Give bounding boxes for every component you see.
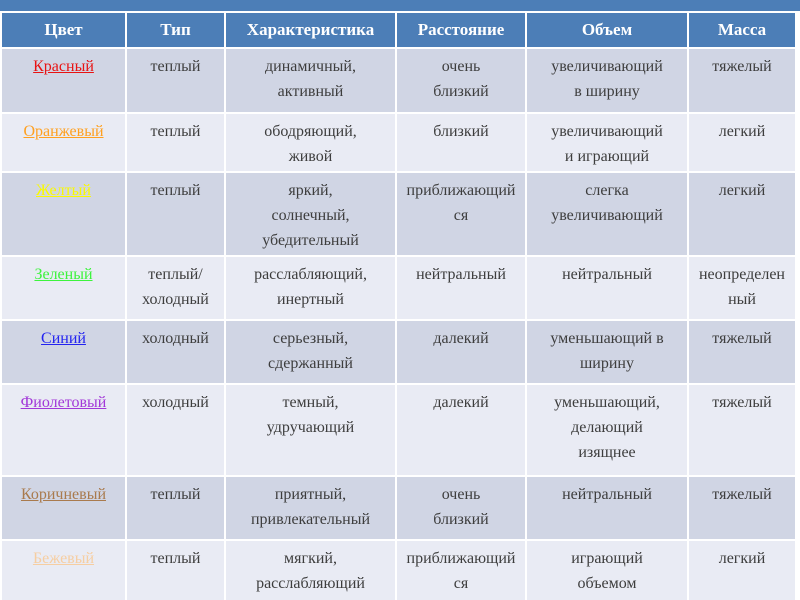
table-row-yellow: Желтый теплый яркий, солнечный, убедител… [2, 173, 795, 255]
header-row: Цвет Тип Характеристика Расстояние Объем… [2, 13, 795, 47]
column-header-characteristic: Характеристика [226, 13, 395, 47]
color-link-beige[interactable]: Бежевый [32, 550, 95, 567]
distance-cell: нейтральный [397, 257, 525, 319]
distance-cell: очень близкий [397, 477, 525, 539]
column-header-distance: Расстояние [397, 13, 525, 47]
type-cell: теплый [127, 477, 224, 539]
type-cell: холодный [127, 321, 224, 383]
color-link-red[interactable]: Красный [33, 58, 94, 75]
mass-cell: легкий [689, 173, 795, 255]
volume-cell: слегка увеличивающий [527, 173, 687, 255]
type-cell: теплый [127, 49, 224, 112]
type-cell: теплый [127, 114, 224, 171]
color-name-cell: Бежевый [2, 541, 125, 600]
distance-cell: далекий [397, 321, 525, 383]
color-link-violet[interactable]: Фиолетовый [20, 394, 107, 411]
characteristic-cell: темный, удручающий [226, 385, 395, 475]
table-row-red: Красный теплый динамичный, активный очен… [2, 49, 795, 112]
characteristic-cell: яркий, солнечный, убедительный [226, 173, 395, 255]
mass-cell: легкий [689, 541, 795, 600]
type-cell: теплый [127, 541, 224, 600]
characteristic-cell: ободряющий, живой [226, 114, 395, 171]
mass-cell: тяжелый [689, 321, 795, 383]
characteristic-cell: динамичный, активный [226, 49, 395, 112]
color-name-cell: Оранжевый [2, 114, 125, 171]
characteristic-cell: приятный, привлекательный [226, 477, 395, 539]
characteristic-cell: серьезный, сдержанный [226, 321, 395, 383]
color-link-green[interactable]: Зеленый [34, 266, 93, 283]
mass-cell: тяжелый [689, 49, 795, 112]
color-name-cell: Синий [2, 321, 125, 383]
mass-cell: неопределенный [689, 257, 795, 319]
column-header-volume: Объем [527, 13, 687, 47]
characteristic-cell: мягкий, расслабляющий [226, 541, 395, 600]
color-name-cell: Фиолетовый [2, 385, 125, 475]
volume-cell: уменьшающий в ширину [527, 321, 687, 383]
column-header-type: Тип [127, 13, 224, 47]
top-accent-bar [0, 0, 800, 11]
type-cell: теплый [127, 173, 224, 255]
table-row-green: Зеленый теплый/ холодный расслабляющий, … [2, 257, 795, 319]
column-header-mass: Масса [689, 13, 795, 47]
type-cell: теплый/ холодный [127, 257, 224, 319]
color-link-blue[interactable]: Синий [41, 330, 86, 347]
table-row-brown: Коричневый теплый приятный, привлекатель… [2, 477, 795, 539]
color-link-yellow[interactable]: Желтый [36, 182, 91, 199]
column-header-color: Цвет [2, 13, 125, 47]
color-name-cell: Зеленый [2, 257, 125, 319]
color-name-cell: Желтый [2, 173, 125, 255]
color-name-cell: Красный [2, 49, 125, 112]
distance-cell: близкий [397, 114, 525, 171]
type-cell: холодный [127, 385, 224, 475]
volume-cell: увеличивающий и играющий [527, 114, 687, 171]
color-name-cell: Коричневый [2, 477, 125, 539]
distance-cell: очень близкий [397, 49, 525, 112]
table-row-orange: Оранжевый теплый ободряющий, живой близк… [2, 114, 795, 171]
mass-cell: легкий [689, 114, 795, 171]
color-link-orange[interactable]: Оранжевый [23, 123, 104, 140]
mass-cell: тяжелый [689, 477, 795, 539]
volume-cell: нейтральный [527, 477, 687, 539]
table-row-beige: Бежевый теплый мягкий, расслабляющий при… [2, 541, 795, 600]
characteristic-cell: расслабляющий, инертный [226, 257, 395, 319]
volume-cell: увеличивающий в ширину [527, 49, 687, 112]
color-link-brown[interactable]: Коричневый [20, 486, 106, 503]
mass-cell: тяжелый [689, 385, 795, 475]
distance-cell: приближающийся [397, 173, 525, 255]
volume-cell: играющий объемом [527, 541, 687, 600]
distance-cell: приближающийся [397, 541, 525, 600]
color-properties-table: Цвет Тип Характеристика Расстояние Объем… [0, 11, 797, 600]
distance-cell: далекий [397, 385, 525, 475]
table-row-blue: Синий холодный серьезный, сдержанный дал… [2, 321, 795, 383]
volume-cell: уменьшающий, делающий изящнее [527, 385, 687, 475]
table-row-violet: Фиолетовый холодный темный, удручающий д… [2, 385, 795, 475]
volume-cell: нейтральный [527, 257, 687, 319]
